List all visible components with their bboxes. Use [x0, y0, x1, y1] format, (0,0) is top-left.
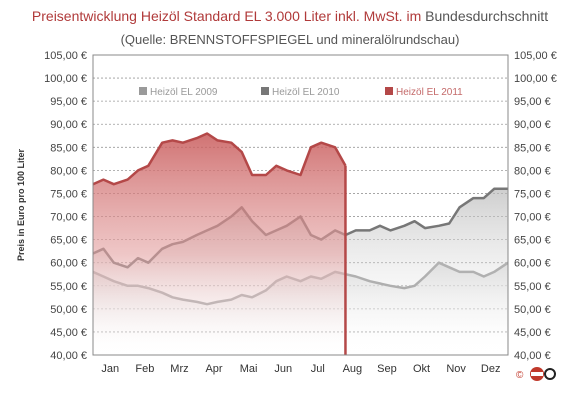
y-tick-label-right: 105,00 €: [514, 50, 557, 62]
x-tick-label: Feb: [135, 363, 154, 375]
x-tick-label: Mai: [240, 363, 258, 375]
chart-title-tail: Bundesdurchschnitt: [425, 8, 548, 24]
y-tick-label-right: 80,00 €: [514, 165, 551, 177]
x-tick-label: Aug: [343, 363, 363, 375]
legend-label-1: Heizöl EL 2010: [272, 87, 340, 98]
y-tick-label-right: 70,00 €: [514, 212, 551, 224]
x-tick-label: Sep: [377, 363, 397, 375]
series-line-2: [93, 132, 347, 186]
legend-swatch-0: [139, 87, 147, 95]
y-tick-label-left: 45,00 €: [50, 327, 87, 339]
y-axis-left: 40,00 € 45,00 € 50,00 € 55,00 € 60,00 € 65,00…: [44, 50, 87, 362]
x-tick-label: Dez: [481, 363, 501, 375]
copyright-icon: ©: [516, 370, 524, 381]
legend-label-0: Heizöl EL 2009: [150, 87, 218, 98]
legend-swatch-2: [385, 87, 393, 95]
y-tick-label-left: 50,00 €: [50, 304, 87, 316]
x-tick-label: Jul: [311, 363, 325, 375]
publisher-logo: ©: [516, 367, 556, 381]
chart-subtitle: (Quelle: BRENNSTOFFSPIEGEL und mineralöl…: [121, 32, 460, 47]
y-tick-label-right: 75,00 €: [514, 188, 551, 200]
y-axis-right: 40,00 € 45,00 € 50,00 € 55,00 € 60,00 € 65,00…: [514, 50, 557, 362]
y-tick-label-left: 75,00 €: [50, 188, 87, 200]
x-tick-label: Jun: [274, 363, 292, 375]
y-tick-label-left: 85,00 €: [50, 142, 87, 154]
y-tick-label-right: 40,00 €: [514, 350, 551, 362]
chart-title-main: Preisentwicklung Heizöl Standard EL 3.00…: [32, 8, 421, 24]
y-tick-label-right: 85,00 €: [514, 142, 551, 154]
y-tick-label-left: 40,00 €: [50, 350, 87, 362]
plot-frame: [92, 54, 509, 356]
y-tick-label-left: 55,00 €: [50, 281, 87, 293]
y-tick-label-right: 65,00 €: [514, 235, 551, 247]
x-tick-label: Nov: [446, 363, 466, 375]
series-areas: [93, 132, 508, 355]
y-tick-label-right: 60,00 €: [514, 258, 551, 270]
y-tick-label-left: 105,00 €: [44, 50, 87, 62]
chart-title: Preisentwicklung Heizöl Standard EL 3.00…: [32, 8, 548, 24]
y-tick-label-right: 55,00 €: [514, 281, 551, 293]
legend-swatch-1: [261, 87, 269, 95]
x-tick-label: Mrz: [170, 363, 188, 375]
y-tick-label-right: 100,00 €: [514, 73, 557, 85]
y-tick-label-left: 65,00 €: [50, 235, 87, 247]
y-tick-label-left: 70,00 €: [50, 212, 87, 224]
legend: Heizöl EL 2009 Heizöl EL 2010 Heizöl EL 20…: [139, 87, 463, 98]
y-tick-label-left: 100,00 €: [44, 73, 87, 85]
legend-label-2: Heizöl EL 2011: [396, 87, 463, 98]
y-axis-label: Preis in Euro pro 100 Liter: [16, 148, 26, 261]
y-tick-label-right: 45,00 €: [514, 327, 551, 339]
y-tick-label-left: 95,00 €: [50, 96, 87, 108]
x-tick-label: Okt: [413, 363, 430, 375]
logo-ring-icon: [544, 368, 556, 380]
x-axis-months: Jan Feb Mrz Apr Mai Jun Jul Aug Sep Okt Nov Dez: [101, 363, 500, 375]
x-tick-label: Jan: [101, 363, 119, 375]
y-tick-label-right: 50,00 €: [514, 304, 551, 316]
y-tick-label-right: 95,00 €: [514, 96, 551, 108]
series-area-2: [93, 133, 346, 355]
y-tick-label-left: 80,00 €: [50, 165, 87, 177]
y-tick-label-right: 90,00 €: [514, 119, 551, 131]
x-tick-label: Apr: [205, 363, 222, 375]
y-tick-label-left: 60,00 €: [50, 258, 87, 270]
y-tick-label-left: 90,00 €: [50, 119, 87, 131]
